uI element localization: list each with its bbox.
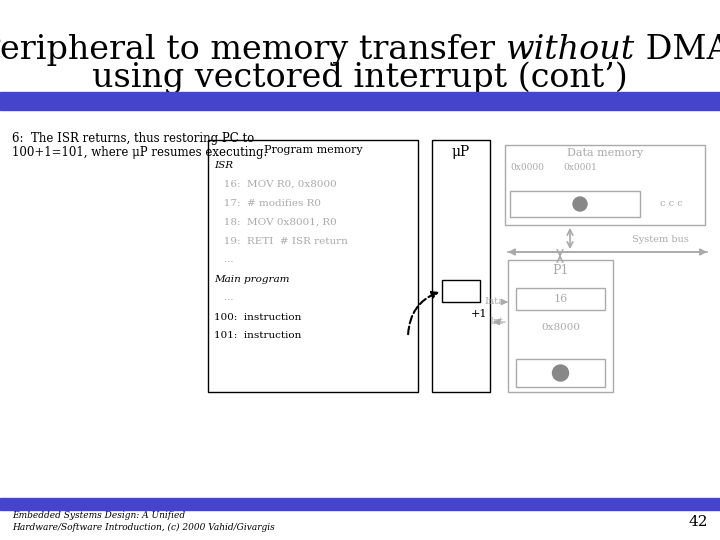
Text: Peripheral to memory transfer: Peripheral to memory transfer [0, 34, 505, 66]
Text: DMA,: DMA, [635, 34, 720, 66]
Text: System bus: System bus [631, 235, 688, 244]
Bar [508, 260, 613, 392]
Text: 16: 16 [554, 294, 567, 304]
Bar [516, 288, 605, 310]
Text: Int: Int [490, 318, 504, 327]
Bar [505, 145, 705, 225]
Text: μP: μP [452, 145, 470, 159]
Text: 101:  instruction: 101: instruction [214, 332, 302, 341]
Text: c c c: c c c [660, 199, 683, 208]
Text: Inta: Inta [484, 298, 504, 307]
Bar [0, 92, 720, 110]
Circle shape [552, 365, 569, 381]
Bar [516, 359, 605, 387]
Text: 0x0001: 0x0001 [563, 163, 597, 172]
Bar [0, 498, 720, 510]
Text: Embedded Systems Design: A Unified: Embedded Systems Design: A Unified [12, 511, 185, 521]
Text: using vectored interrupt (cont’): using vectored interrupt (cont’) [92, 62, 628, 94]
Text: ...: ... [214, 255, 233, 265]
Text: ISR: ISR [214, 160, 233, 170]
Circle shape [573, 197, 587, 211]
Text: Program memory: Program memory [264, 145, 362, 155]
Text: 18:  MOV 0x8001, R0: 18: MOV 0x8001, R0 [214, 218, 337, 226]
Text: 0x8000: 0x8000 [541, 323, 580, 333]
Text: P1: P1 [552, 264, 569, 276]
Text: 100:  instruction: 100: instruction [214, 313, 302, 321]
Bar [442, 280, 480, 302]
Bar [208, 140, 418, 392]
Text: 19:  RETI  # ISR return: 19: RETI # ISR return [214, 237, 348, 246]
Bar [510, 191, 640, 217]
Text: ...: ... [214, 294, 233, 302]
Text: 100+1=101, where μP resumes executing.: 100+1=101, where μP resumes executing. [12, 146, 267, 159]
Text: +1: +1 [470, 309, 487, 319]
Text: Data memory: Data memory [567, 148, 643, 158]
Text: without: without [505, 34, 635, 66]
Text: PC: PC [453, 286, 469, 296]
Text: 42: 42 [688, 515, 708, 529]
Text: 16:  MOV R0, 0x8000: 16: MOV R0, 0x8000 [214, 179, 337, 188]
Bar [432, 140, 490, 392]
Text: Hardware/Software Introduction, (c) 2000 Vahid/Givargis: Hardware/Software Introduction, (c) 2000… [12, 522, 275, 531]
Text: 6:  The ISR returns, thus restoring PC to: 6: The ISR returns, thus restoring PC to [12, 132, 254, 145]
Text: 17:  # modifies R0: 17: # modifies R0 [214, 199, 321, 207]
Text: Main program: Main program [214, 274, 289, 284]
Text: 0x0000: 0x0000 [510, 163, 544, 172]
